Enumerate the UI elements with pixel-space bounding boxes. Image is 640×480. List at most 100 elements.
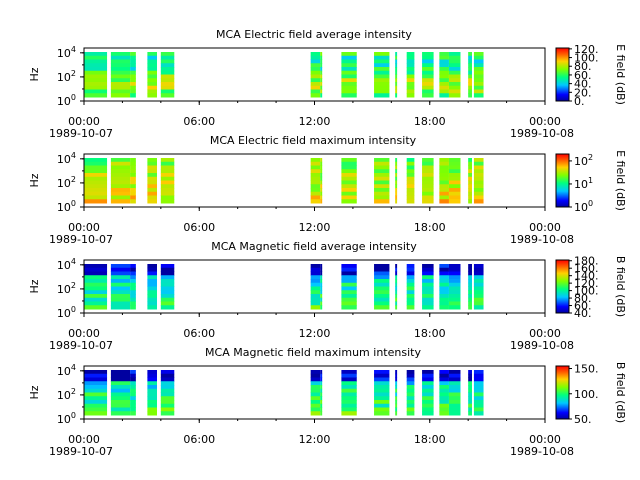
chart-panel: MCA Magnetic field maximum intensity 100 1… <box>28 346 627 458</box>
x-date-label: 1989-10-07 <box>49 445 113 458</box>
spectrogram-block <box>468 52 473 98</box>
y-axis-label: Hz <box>28 67 41 81</box>
spectrogram-block <box>448 158 461 204</box>
spectrogram-block <box>130 264 136 310</box>
y-tick-label: 100 <box>57 411 76 426</box>
x-tick-label: 12:00 <box>299 327 331 340</box>
spectrogram-block <box>147 52 157 98</box>
chart-panel: MCA Magnetic field average intensity 100 1… <box>28 240 627 352</box>
colorbar-label: E field (dB) <box>614 44 627 105</box>
x-tick-label: 12:00 <box>299 221 331 234</box>
y-tick-label: 102 <box>57 387 76 402</box>
colorbar-tick-label: 0. <box>574 95 585 108</box>
colorbar: 40.60.80.100.120.140.160.180. <box>555 255 599 320</box>
chart-panel: MCA Electric field average intensity 100 1… <box>28 28 627 140</box>
spectrogram-block <box>320 264 323 310</box>
x-date-label: 1989-10-08 <box>510 233 574 246</box>
x-tick-label: 18:00 <box>414 221 446 234</box>
colorbar-tick-label: 180. <box>574 255 599 268</box>
x-tick-label: 00:00 <box>529 115 561 128</box>
spectrogram-block <box>310 264 321 310</box>
y-tick-label: 100 <box>57 305 76 320</box>
y-tick-label: 104 <box>57 151 76 166</box>
spectrogram-block <box>473 264 484 310</box>
x-tick-label: 00:00 <box>68 433 100 446</box>
spectrogram-block <box>448 264 461 310</box>
x-tick-label: 12:00 <box>299 433 331 446</box>
spectrogram-block <box>320 52 323 98</box>
x-tick-label: 18:00 <box>414 327 446 340</box>
spectrogram-block <box>395 370 398 416</box>
x-date-label: 1989-10-08 <box>510 445 574 458</box>
spectrogram-block <box>160 158 175 204</box>
colorbar: 100 101 102 <box>555 153 593 214</box>
x-tick-label: 18:00 <box>414 433 446 446</box>
spectrogram-block <box>160 52 175 98</box>
y-tick-label: 102 <box>57 69 76 84</box>
spectrogram-block <box>439 158 449 204</box>
spectrogram-block <box>160 370 175 416</box>
spectrogram-block <box>468 158 473 204</box>
y-tick-label: 102 <box>57 175 76 190</box>
spectrogram-block <box>110 370 131 416</box>
spectrogram-block <box>406 52 415 98</box>
y-tick-label: 104 <box>57 45 76 60</box>
y-tick-label: 104 <box>57 363 76 378</box>
colorbar-tick-label: 102 <box>574 153 593 168</box>
colorbar-tick-label: 80. <box>574 60 592 73</box>
y-tick-label: 102 <box>57 281 76 296</box>
colorbar-tick-label: 100. <box>574 388 599 401</box>
spectrogram-block <box>310 158 321 204</box>
x-tick-label: 00:00 <box>68 327 100 340</box>
x-tick-label: 00:00 <box>68 115 100 128</box>
spectrogram-block <box>374 52 390 98</box>
x-tick-label: 00:00 <box>529 221 561 234</box>
y-tick-label: 100 <box>57 93 76 108</box>
spectrogram-block <box>341 158 357 204</box>
spectrogram-block <box>84 264 108 310</box>
colorbar: 50. 100. 150. <box>555 363 599 426</box>
colorbar-tick-label: 20. <box>574 86 592 99</box>
colorbar-label: B field (dB) <box>614 256 627 317</box>
y-axis-label: Hz <box>28 385 41 399</box>
spectrogram-block <box>422 370 434 416</box>
spectrogram-block <box>320 158 323 204</box>
x-date-label: 1989-10-07 <box>49 127 113 140</box>
x-date-label: 1989-10-07 <box>49 233 113 246</box>
spectrogram-block <box>374 158 390 204</box>
spectrogram-block <box>310 370 321 416</box>
colorbar-tick-label: 100 <box>574 199 593 214</box>
spectrogram-block <box>110 158 131 204</box>
x-tick-label: 18:00 <box>414 115 446 128</box>
x-date-label: 1989-10-08 <box>510 339 574 352</box>
colorbar-tick-label: 160. <box>574 262 599 275</box>
spectrogram-block <box>448 52 461 98</box>
colorbar: 0.20.40.60.80.100.120. <box>555 43 599 108</box>
colorbar-tick-label: 40. <box>574 78 592 91</box>
colorbar-tick-label: 80. <box>574 292 592 305</box>
colorbar-tick-label: 101 <box>574 176 593 191</box>
colorbar-tick-label: 120. <box>574 43 599 56</box>
colorbar-tick-label: 50. <box>574 413 592 426</box>
colorbar-tick-label: 100. <box>574 52 599 65</box>
spectrogram-block <box>341 370 357 416</box>
x-tick-label: 06:00 <box>183 115 215 128</box>
chart-panel: MCA Electric field maximum intensity1001… <box>28 134 627 246</box>
spectrogram-block <box>160 264 175 310</box>
spectrogram-block <box>473 370 484 416</box>
y-tick-label: 104 <box>57 257 76 272</box>
spectrogram-block <box>147 264 157 310</box>
x-tick-label: 00:00 <box>529 433 561 446</box>
spectrogram-block <box>395 52 398 98</box>
x-tick-label: 00:00 <box>68 221 100 234</box>
spectrogram-block <box>374 370 390 416</box>
x-tick-label: 06:00 <box>183 221 215 234</box>
spectrogram-block <box>320 370 323 416</box>
spectrogram-block <box>448 370 461 416</box>
x-date-label: 1989-10-08 <box>510 127 574 140</box>
colorbar-tick-label: 40. <box>574 307 592 320</box>
colorbar-tick-label: 120. <box>574 277 599 290</box>
x-tick-label: 12:00 <box>299 115 331 128</box>
spectrogram-block <box>147 370 157 416</box>
spectrogram-block <box>468 264 473 310</box>
